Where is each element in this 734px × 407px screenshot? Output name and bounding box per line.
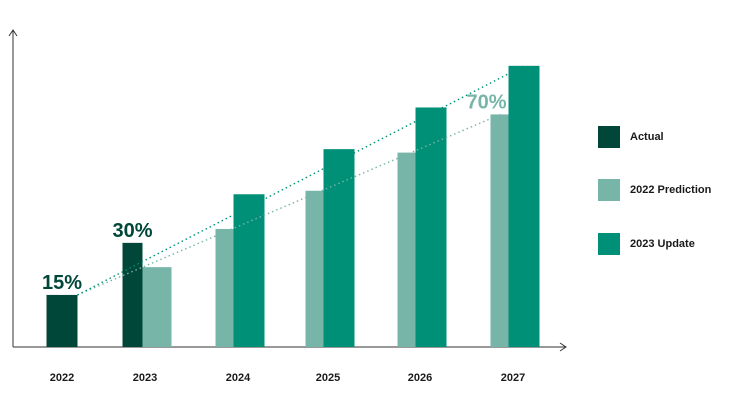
x-tick-label-2023: 2023 xyxy=(133,372,157,384)
x-tick-label-2022: 2022 xyxy=(50,372,74,384)
x-tick-label-2025: 2025 xyxy=(316,372,340,384)
bar-prediction-2026 xyxy=(397,152,418,347)
legend-label-2023-update: 2023 Update xyxy=(630,238,695,250)
bar-actual-2023 xyxy=(122,242,143,347)
bar-prediction-2027 xyxy=(490,114,511,347)
bar-update-2026 xyxy=(415,107,447,347)
legend-label-actual: Actual xyxy=(630,131,664,143)
legend-item-2022-prediction: 2022 Prediction xyxy=(598,179,711,201)
legend-item-2023-update: 2023 Update xyxy=(598,233,695,255)
bar-prediction-2023 xyxy=(140,267,172,347)
trendline-update xyxy=(77,65,525,296)
bar-prediction-2025 xyxy=(305,190,326,347)
x-tick-label-2024: 2024 xyxy=(226,372,251,384)
bar-update-2027 xyxy=(508,65,540,348)
data-label-2022: 15% xyxy=(42,272,82,294)
bar-actual-2022 xyxy=(46,294,78,347)
data-label-2027: 70% xyxy=(466,91,506,113)
data-label-2023: 30% xyxy=(112,220,152,242)
legend-item-actual: Actual xyxy=(598,126,664,148)
legend-swatch-2022-prediction xyxy=(598,179,620,201)
legend-swatch-2023-update xyxy=(598,233,620,255)
y-axis-arrow xyxy=(8,29,18,37)
x-tick-label-2027: 2027 xyxy=(501,372,525,384)
bar-update-2025 xyxy=(323,149,355,347)
legend-label-2022-prediction: 2022 Prediction xyxy=(630,184,712,196)
trendline-prediction xyxy=(77,113,501,296)
x-tick-label-2026: 2026 xyxy=(408,372,432,384)
bar-update-2024 xyxy=(233,194,265,347)
x-axis-arrow xyxy=(559,342,567,352)
legend-swatch-actual xyxy=(598,126,620,148)
bar-prediction-2024 xyxy=(215,228,236,347)
